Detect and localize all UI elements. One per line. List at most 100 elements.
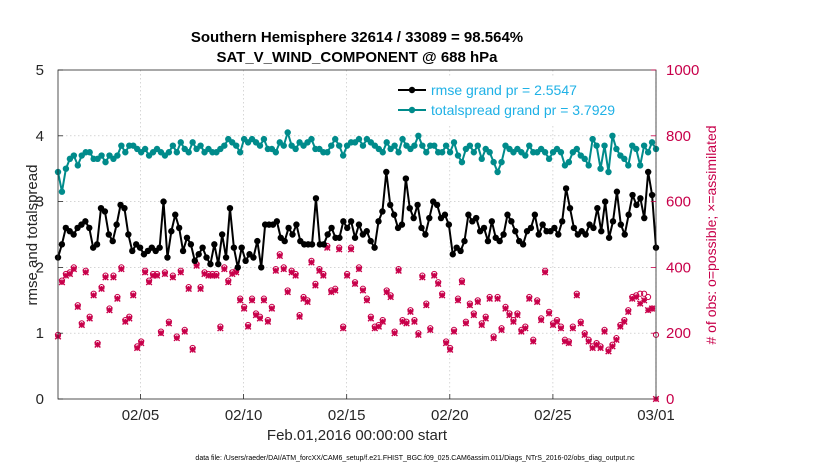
obs-assimilated-point <box>423 301 430 309</box>
obs-assimilated-point <box>624 308 632 316</box>
series-1-point <box>221 142 228 149</box>
obs-assimilated-point <box>446 346 454 353</box>
obs-assimilated-point <box>221 265 228 273</box>
right-tick-label: 800 <box>666 128 691 145</box>
series-0-point <box>344 224 351 232</box>
series-1-point <box>446 149 454 156</box>
obs-assimilated-point <box>181 328 189 335</box>
obs-assimilated-point <box>141 269 149 276</box>
obs-assimilated-point <box>209 272 216 279</box>
series-0-point <box>125 231 132 238</box>
obs-assimilated-point <box>617 323 624 330</box>
right-tick-label: 600 <box>666 194 691 211</box>
series-0-point <box>406 204 413 212</box>
series-1-point <box>292 145 299 153</box>
obs-assimilated-point <box>577 320 585 327</box>
series-0-point <box>605 234 613 241</box>
series-0-point <box>242 257 249 265</box>
series-0-point <box>590 224 597 232</box>
obs-assimilated-point <box>66 270 74 278</box>
obs-assimilated-point <box>236 297 244 304</box>
x-tick-label: 02/05 <box>122 407 160 424</box>
series-1-point <box>197 142 204 149</box>
series-0-point <box>433 201 441 209</box>
series-1-point <box>648 139 656 146</box>
obs-assimilated-point <box>137 339 145 347</box>
series-0-point <box>160 198 167 205</box>
obs-assimilated-point <box>510 318 517 325</box>
obs-assimilated-point <box>110 273 117 281</box>
obs-assimilated-point <box>589 344 596 352</box>
series-0-point <box>457 247 464 255</box>
series-0-point <box>402 175 410 182</box>
series-0-point <box>390 211 398 218</box>
series-1-point <box>272 149 280 156</box>
obs-assimilated-point <box>430 272 438 279</box>
obs-assimilated-point <box>177 269 185 276</box>
series-0-point <box>531 211 539 218</box>
series-0-point <box>535 231 542 238</box>
obs-assimilated-point <box>94 341 101 349</box>
series-0-point <box>508 218 515 225</box>
obs-assimilated-point <box>185 285 192 293</box>
x-tick-label: 02/10 <box>225 407 263 424</box>
series-0-point <box>551 224 558 232</box>
obs-assimilated-point <box>284 288 291 296</box>
obs-assimilated-point <box>621 318 628 325</box>
obs-assimilated-point <box>573 292 581 299</box>
series-0-point <box>504 211 511 218</box>
series-0-point <box>199 244 206 251</box>
series-0-point <box>324 231 331 238</box>
obs-assimilated-point <box>78 321 86 329</box>
x-tick-label: 02/25 <box>534 407 572 424</box>
obs-assimilated-point <box>280 265 288 273</box>
series-1-point <box>355 135 363 143</box>
obs-assimilated-point <box>632 293 640 301</box>
series-1-point <box>284 129 291 136</box>
series-0-point <box>105 231 113 238</box>
series-0-point <box>136 244 144 251</box>
obs-assimilated-point <box>636 300 644 307</box>
series-1-point <box>324 149 331 156</box>
obs-assimilated-point <box>442 339 450 347</box>
series-1-point <box>640 142 648 149</box>
obs-assimilated-point <box>391 329 398 337</box>
series-0-point <box>82 218 89 225</box>
series-0-point <box>363 228 370 235</box>
series-1-point <box>189 139 196 146</box>
series-1-point <box>565 158 573 166</box>
series-0-point <box>398 221 406 228</box>
obs-assimilated-point <box>102 273 109 281</box>
obs-assimilated-point <box>133 344 141 352</box>
series-0-point <box>203 254 210 261</box>
obs-assimilated-point <box>585 338 592 345</box>
data-file-footnote: data file: /Users/raeder/DAI/ATM_forcXX/… <box>195 455 635 462</box>
series-1-point <box>573 145 580 153</box>
series-1-point <box>280 142 287 149</box>
y-tick-label: 0 <box>36 391 44 408</box>
x-tick-label: 02/20 <box>431 407 469 424</box>
series-1-point <box>454 152 462 159</box>
series-1-point <box>522 152 529 159</box>
series-0-point <box>179 247 187 255</box>
obs-assimilated-point <box>197 285 204 293</box>
series-0-point <box>449 251 456 258</box>
y-tick-label: 3 <box>36 194 44 211</box>
obs-assimilated-point <box>173 334 181 342</box>
obs-assimilated-point <box>518 328 525 335</box>
series-0-point <box>562 185 570 192</box>
x-tick-label: 02/15 <box>328 407 366 424</box>
series-1-point <box>494 168 501 176</box>
series-0-point <box>312 195 320 202</box>
series-0-point <box>410 214 417 222</box>
obs-assimilated-point <box>529 338 537 345</box>
series-0-point <box>422 231 429 238</box>
y-tick-label: 4 <box>36 128 44 145</box>
series-0-point <box>340 218 347 225</box>
obs-assimilated-point <box>240 305 248 312</box>
obs-assimilated-point <box>613 336 620 344</box>
obs-assimilated-point <box>165 320 173 327</box>
series-1-point <box>605 168 612 176</box>
x-axis-label: Feb.01,2016 00:00:00 start <box>267 427 448 444</box>
obs-assimilated-point <box>62 272 70 279</box>
